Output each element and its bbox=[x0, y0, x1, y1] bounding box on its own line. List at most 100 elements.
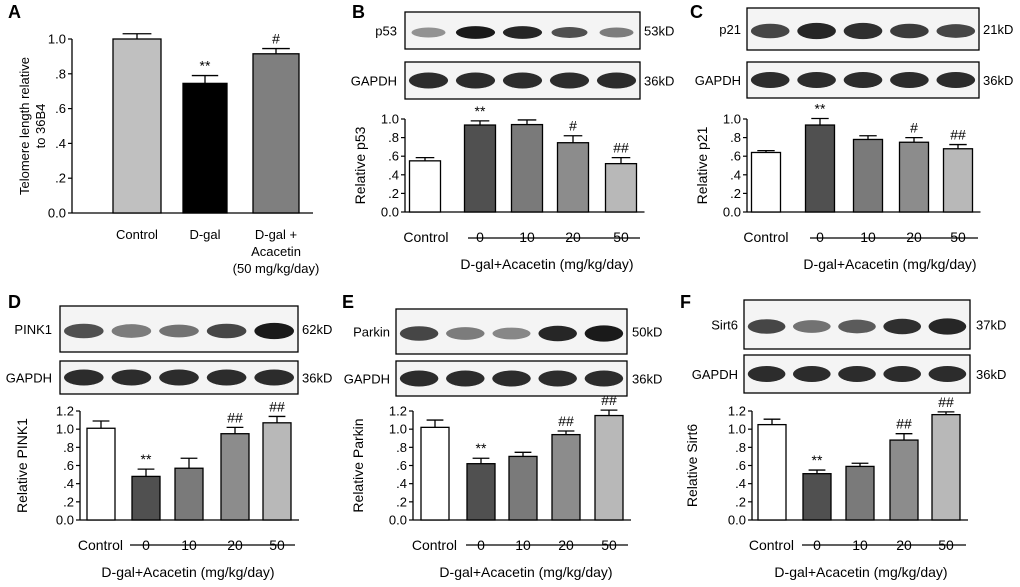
blot-band-gapdh-5-0 bbox=[747, 366, 786, 382]
bar-2 bbox=[174, 467, 204, 521]
blot-band-gapdh-1-1 bbox=[455, 72, 496, 89]
panel-letter: B bbox=[352, 2, 365, 22]
blot-band-gapdh-3-2 bbox=[159, 369, 199, 386]
blot-band-target-5-0 bbox=[747, 319, 786, 334]
blot-target-label: Parkin bbox=[353, 325, 390, 340]
panel-letter: F bbox=[680, 292, 691, 312]
blot-target-kd: 62kD bbox=[302, 322, 332, 337]
significance-mark: ** bbox=[815, 101, 826, 117]
y-tick-label: 0.0 bbox=[48, 206, 66, 221]
bar-1 bbox=[466, 463, 496, 521]
blot-band-target-4-2 bbox=[492, 327, 531, 340]
x-category-label: Control bbox=[412, 537, 457, 553]
bar-4 bbox=[594, 414, 624, 521]
y-tick-label: .2 bbox=[388, 186, 399, 201]
blot-band-gapdh-5-3 bbox=[883, 366, 922, 382]
bar-4 bbox=[931, 413, 961, 521]
y-axis-label: Relative p21 bbox=[694, 126, 710, 204]
blot-band-gapdh-5-4 bbox=[928, 366, 967, 382]
y-tick-label: 1.0 bbox=[389, 422, 407, 437]
panel-e-parkin: E Parkin 50kD GAPDH 36kD 0.0 .2 .4 .6 .8 1.0 1.2 ** #… bbox=[342, 292, 662, 580]
blot-band-target-5-1 bbox=[792, 320, 831, 333]
blot-band-gapdh-4-4 bbox=[584, 370, 624, 387]
y-axis-label: Relative Parkin bbox=[350, 418, 366, 512]
blot-band-target-4-3 bbox=[538, 325, 577, 342]
x-category-label: 10 bbox=[519, 229, 535, 245]
bar-3 bbox=[220, 433, 250, 521]
x-category-label: (50 mg/kg/day) bbox=[233, 261, 320, 276]
blot-target-label: Sirt6 bbox=[711, 318, 738, 333]
blot-band-target-5-2 bbox=[838, 319, 876, 334]
blot-band-target-4-4 bbox=[584, 325, 624, 342]
blot-target-kd: 50kD bbox=[632, 325, 662, 340]
bar-1 bbox=[463, 124, 497, 213]
blot-target-kd: 21kD bbox=[983, 22, 1013, 37]
blot-band-gapdh-5-2 bbox=[838, 366, 876, 382]
y-tick-label: 1.2 bbox=[728, 404, 746, 419]
significance-mark: # bbox=[272, 31, 280, 47]
x-category-label: Control bbox=[403, 229, 448, 245]
x-category-label: Control bbox=[78, 537, 123, 553]
bar-4 bbox=[942, 148, 974, 213]
y-tick-label: .4 bbox=[396, 476, 407, 491]
y-tick-label: .4 bbox=[55, 136, 66, 151]
panel-f-sirt6: F Sirt6 37kD GAPDH 36kD 0.0 .2 .4 .6 .8 1.0 1.2 ** ##… bbox=[680, 292, 1006, 580]
bar-0 bbox=[420, 426, 450, 521]
significance-mark: ## bbox=[269, 398, 285, 414]
significance-mark: # bbox=[569, 118, 577, 134]
blot-gapdh-label: GAPDH bbox=[6, 371, 52, 386]
significance-mark: ## bbox=[896, 416, 912, 432]
y-tick-label: .6 bbox=[396, 458, 407, 473]
y-tick-label: 1.0 bbox=[723, 112, 741, 127]
blot-band-target-1-4 bbox=[599, 27, 634, 38]
x-axis-label: D-gal+Acacetin (mg/kg/day) bbox=[803, 256, 976, 272]
blot-band-target-5-4 bbox=[928, 318, 967, 335]
blot-band-target-1-0 bbox=[411, 27, 446, 38]
blot-gapdh-kd: 36kD bbox=[644, 74, 674, 89]
panel-d-pink1: D PINK1 62kD GAPDH 36kD 0.0 .2 .4 .6 .8 1.0 1.2 ** ##… bbox=[6, 292, 333, 580]
y-tick-label: .2 bbox=[730, 186, 741, 201]
significance-mark: ## bbox=[601, 392, 617, 408]
y-tick-label: .8 bbox=[730, 130, 741, 145]
bar-1 bbox=[182, 82, 228, 214]
blot-band-gapdh-2-4 bbox=[936, 72, 976, 88]
y-axis-label: Relative Sirt6 bbox=[684, 424, 700, 507]
bar-2 bbox=[845, 465, 875, 521]
y-tick-label: .6 bbox=[388, 149, 399, 164]
blot-band-target-2-3 bbox=[890, 23, 929, 39]
y-tick-label: .2 bbox=[63, 494, 74, 509]
x-axis-label: D-gal+Acacetin (mg/kg/day) bbox=[460, 256, 633, 272]
bar-1 bbox=[804, 124, 836, 213]
bar-1 bbox=[802, 473, 832, 521]
blot-band-target-2-0 bbox=[750, 23, 790, 39]
y-axis-label: Relative PINK1 bbox=[14, 418, 30, 513]
significance-mark: ** bbox=[141, 451, 152, 467]
bar-4 bbox=[262, 422, 292, 521]
bar-0 bbox=[750, 151, 782, 213]
x-axis-label: D-gal+Acacetin (mg/kg/day) bbox=[774, 564, 947, 580]
blot-band-target-2-1 bbox=[797, 22, 836, 40]
x-category-label: 10 bbox=[860, 229, 876, 245]
bar-0 bbox=[112, 38, 162, 214]
x-category-label: 0 bbox=[476, 229, 484, 245]
panel-letter: D bbox=[8, 292, 21, 312]
panel-letter: C bbox=[690, 2, 703, 22]
blot-band-gapdh-1-3 bbox=[549, 72, 590, 89]
blot-band-gapdh-2-2 bbox=[843, 72, 883, 88]
blot-target-kd: 37kD bbox=[976, 318, 1006, 333]
bar-2 bbox=[508, 455, 538, 521]
blot-band-target-1-3 bbox=[551, 27, 588, 38]
y-tick-label: 1.0 bbox=[48, 32, 66, 47]
bar-2 bbox=[252, 53, 300, 214]
blot-band-gapdh-1-0 bbox=[408, 72, 449, 89]
y-tick-label: 1.0 bbox=[728, 422, 746, 437]
y-tick-label: .6 bbox=[63, 458, 74, 473]
bar-3 bbox=[898, 141, 930, 213]
blot-gapdh-kd: 36kD bbox=[302, 371, 332, 386]
y-tick-label: 1.0 bbox=[381, 112, 399, 127]
panel-letter: A bbox=[8, 2, 21, 22]
bar-0 bbox=[86, 427, 116, 521]
y-tick-label: .6 bbox=[735, 458, 746, 473]
